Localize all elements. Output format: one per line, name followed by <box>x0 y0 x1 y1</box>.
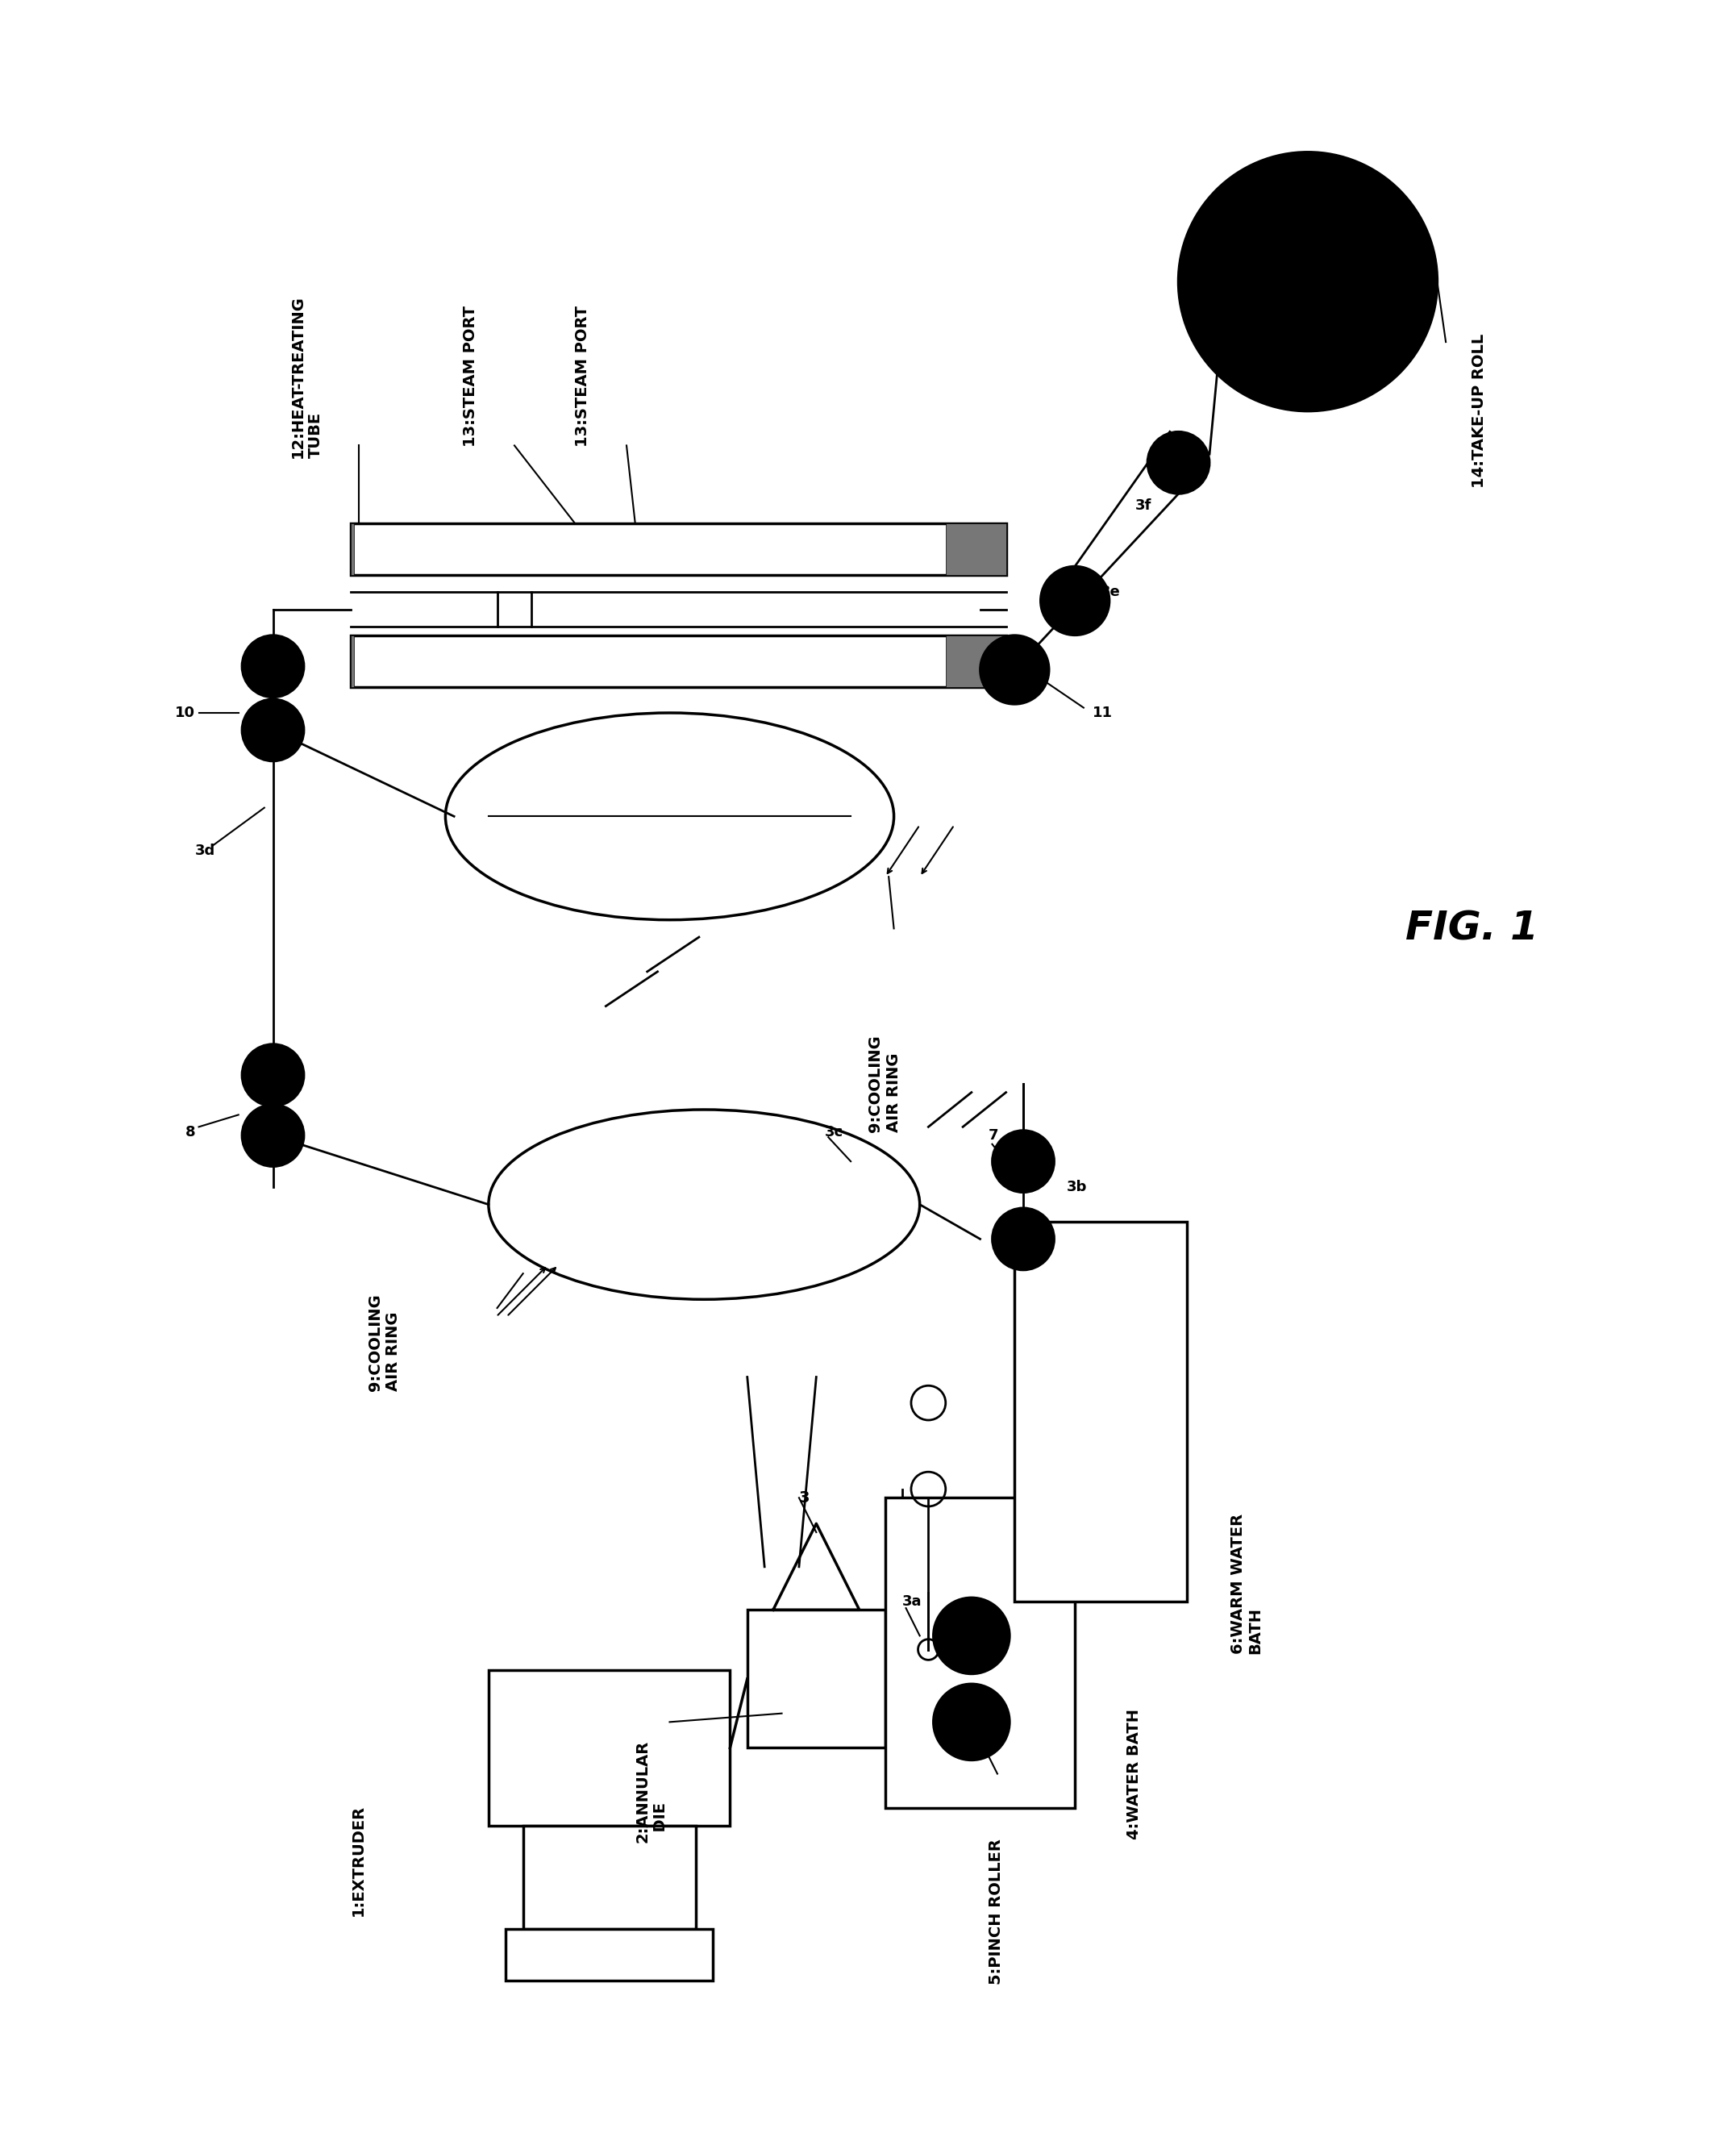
Text: 3a: 3a <box>903 1593 922 1608</box>
Text: 3e: 3e <box>1101 584 1121 599</box>
Circle shape <box>934 1598 1009 1674</box>
Text: 9:COOLING
AIR RING: 9:COOLING AIR RING <box>868 1035 901 1133</box>
Text: 14:TAKE-UP ROLL: 14:TAKE-UP ROLL <box>1472 335 1488 488</box>
Text: 6:WARM WATER
BATH: 6:WARM WATER BATH <box>1231 1514 1264 1655</box>
Circle shape <box>241 1043 304 1107</box>
Text: FIG. 1: FIG. 1 <box>1404 909 1538 947</box>
Text: 3: 3 <box>799 1491 811 1506</box>
Circle shape <box>993 1130 1054 1192</box>
Bar <box>746 1610 885 1747</box>
Text: 8: 8 <box>186 1124 196 1139</box>
Bar <box>523 1826 696 1928</box>
Circle shape <box>1147 431 1210 493</box>
Circle shape <box>241 636 304 697</box>
Circle shape <box>934 1685 1009 1760</box>
Ellipse shape <box>446 712 894 919</box>
Text: 9:COOLING
AIR RING: 9:COOLING AIR RING <box>368 1295 401 1391</box>
Bar <box>351 636 354 687</box>
Text: 11: 11 <box>1092 706 1113 721</box>
Text: 7: 7 <box>990 1128 998 1143</box>
Text: 3c: 3c <box>825 1124 844 1139</box>
Text: 2:ANNULAR
  DIE: 2:ANNULAR DIE <box>635 1741 668 1843</box>
Bar <box>505 1928 713 1982</box>
Bar <box>351 523 1005 576</box>
Bar <box>1014 1222 1187 1602</box>
Text: 4:WATER BATH: 4:WATER BATH <box>1127 1709 1142 1839</box>
Bar <box>351 523 354 576</box>
Circle shape <box>241 1105 304 1167</box>
Bar <box>885 1497 1075 1809</box>
Text: 3f: 3f <box>1135 499 1151 514</box>
Circle shape <box>1040 565 1109 636</box>
Circle shape <box>241 700 304 761</box>
Bar <box>946 523 1005 576</box>
Text: 10: 10 <box>175 706 196 721</box>
Text: 12:HEAT-TREATING
TUBE: 12:HEAT-TREATING TUBE <box>290 294 323 459</box>
Circle shape <box>1253 226 1363 337</box>
Text: 3d: 3d <box>196 845 215 857</box>
Circle shape <box>981 636 1049 704</box>
Circle shape <box>993 1207 1054 1269</box>
Text: 5:PINCH ROLLER: 5:PINCH ROLLER <box>990 1839 1003 1984</box>
Bar <box>488 1670 731 1826</box>
Ellipse shape <box>488 1109 920 1299</box>
Circle shape <box>1179 151 1437 412</box>
Text: 13:STEAM PORT: 13:STEAM PORT <box>464 305 477 448</box>
Text: 13:STEAM PORT: 13:STEAM PORT <box>575 305 590 448</box>
Bar <box>946 636 1005 687</box>
Bar <box>351 636 1005 687</box>
Text: 1:EXTRUDER: 1:EXTRUDER <box>351 1805 366 1915</box>
Text: 3b: 3b <box>1066 1180 1087 1194</box>
